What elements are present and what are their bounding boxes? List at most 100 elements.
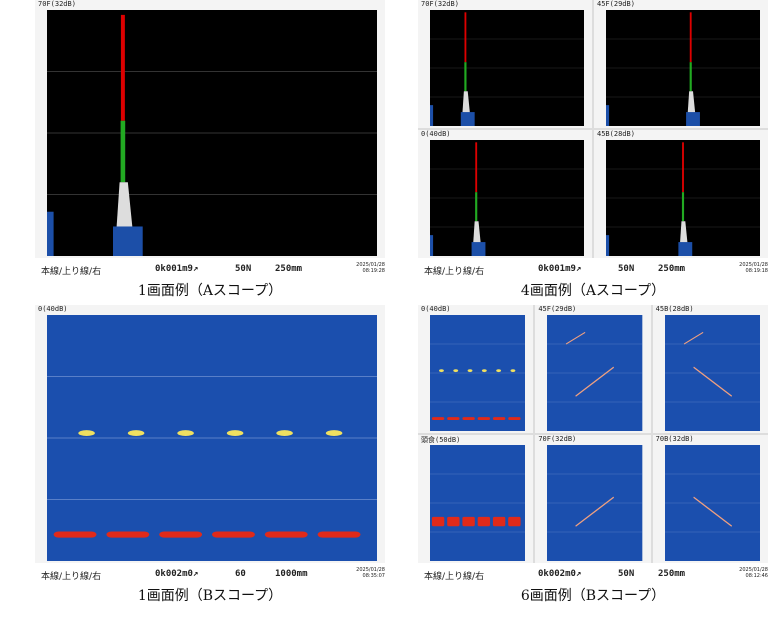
screen-area [664,315,760,431]
screen-area [606,10,760,126]
trace [430,235,434,256]
scope-screen: 70F(32dB) [535,435,651,563]
status-range: 250mm [275,264,303,274]
trace [439,369,444,373]
caption: 6画面例（Bスコープ） [520,588,666,604]
status-bar: 本線/上り線/右 0k001m9↗ 50N 250mm 2025/01/28 08:19:… [418,262,768,278]
trace [453,369,459,373]
trace [276,430,293,437]
trace [678,242,693,256]
trace [462,516,475,527]
screen-area [606,140,760,256]
trace [47,211,54,256]
status-date: 2025/01/28 [739,567,768,573]
scope-screen: 45B(28dB) [594,130,768,258]
screen-label: 0(40dB) [38,305,68,313]
status-datetime: 2025/01/28 08:19:28 [356,262,385,274]
status-position: 0k001m9↗ [155,264,199,274]
scope-trace [47,315,377,561]
screen-label: 70B(32dB) [655,435,694,443]
trace [566,331,586,345]
trace [467,369,473,373]
trace [325,430,343,437]
scope-screen: 0(40dB) [418,130,592,258]
scope-trace [430,140,584,256]
trace [431,417,445,420]
trace [575,496,615,527]
trace [177,430,194,437]
scope-screen: 45F(29dB) [535,305,651,433]
scope-trace [47,10,377,256]
status-date: 2025/01/28 [356,567,385,573]
scope-panel: 0(40dB) 45F(29dB) 45B(28dB) 頭食(50dB) 70F(32d… [418,305,768,620]
status-line: 本線/上り線/右 [424,572,485,582]
scope-trace [430,315,526,431]
trace [473,221,481,245]
trace [116,182,133,232]
trace [606,105,610,126]
scope-screen: 70F(32dB) [35,0,385,258]
status-position: 0k002m0↗ [155,569,199,579]
screen-grid: 0(40dB) 45F(29dB) 45B(28dB) 頭食(50dB) 70F(32d… [418,305,768,563]
status-datetime: 2025/01/28 08:12:46 [739,567,768,579]
trace [462,417,475,420]
status-range: 250mm [658,569,686,579]
status-bar: 本線/上り線/右 0k002m0↗ 60 1000mm 2025/01/28 08:35:… [35,567,385,583]
trace [212,531,255,538]
trace [481,369,487,373]
scope-panel: 70F(32dB) 本線/上り線/右 0k001m9↗ 50N 250mm 2025/01… [35,0,385,315]
screen-label: 45B(28dB) [655,305,694,313]
screen-grid: 70F(32dB) 45F(29dB) 0(40dB) 45B(28dB) [418,0,768,258]
status-date: 2025/01/28 [356,262,385,268]
status-time: 08:19:18 [745,268,768,274]
status-datetime: 2025/01/28 08:35:07 [356,567,385,579]
scope-trace [547,445,643,561]
status-gain: 50N [618,569,635,579]
status-datetime: 2025/01/28 08:19:18 [739,262,768,274]
trace [78,430,95,437]
status-position: 0k001m9↗ [538,264,582,274]
screen-area [430,445,526,561]
screen-area [430,315,526,431]
trace [508,417,521,420]
trace [606,235,610,256]
scope-screen: 0(40dB) [35,305,385,563]
status-time: 08:19:28 [362,268,385,274]
trace [687,91,696,115]
screen-label: 70F(32dB) [38,0,76,8]
scope-trace [606,140,760,256]
scope-screen: 70B(32dB) [652,435,768,563]
screen-label: 45F(29dB) [597,0,635,8]
screen-label: 70F(32dB) [538,435,577,443]
trace [492,516,506,527]
trace [508,516,521,527]
scope-screen: 0(40dB) [418,305,534,433]
scope-trace [430,10,584,126]
trace [430,105,434,126]
status-gain: 60 [235,569,246,579]
status-position: 0k002m0↗ [538,569,582,579]
trace [264,531,308,538]
screen-area [430,140,584,256]
status-time: 08:12:46 [745,573,768,579]
scope-screen: 45F(29dB) [594,0,768,128]
status-range: 1000mm [275,569,308,579]
trace [679,221,688,245]
trace [431,516,445,527]
trace [106,531,150,538]
status-time: 08:35:07 [362,573,385,579]
trace [686,112,700,126]
status-bar: 本線/上り線/右 0k001m9↗ 50N 250mm 2025/01/28 08:19:… [35,262,385,278]
status-gain: 50N [618,264,635,274]
trace [477,417,491,420]
scope-screen: 70F(32dB) [418,0,592,128]
scope-trace [664,315,760,431]
caption: 4画面例（Aスコープ） [520,283,666,299]
trace [159,531,203,538]
scope-panel: 70F(32dB) 45F(29dB) 0(40dB) 45B(28dB) 本線/上り線… [418,0,768,315]
trace [575,366,615,397]
screen-area [547,445,643,561]
caption: 1画面例（Bスコープ） [137,588,283,604]
trace [460,112,475,126]
